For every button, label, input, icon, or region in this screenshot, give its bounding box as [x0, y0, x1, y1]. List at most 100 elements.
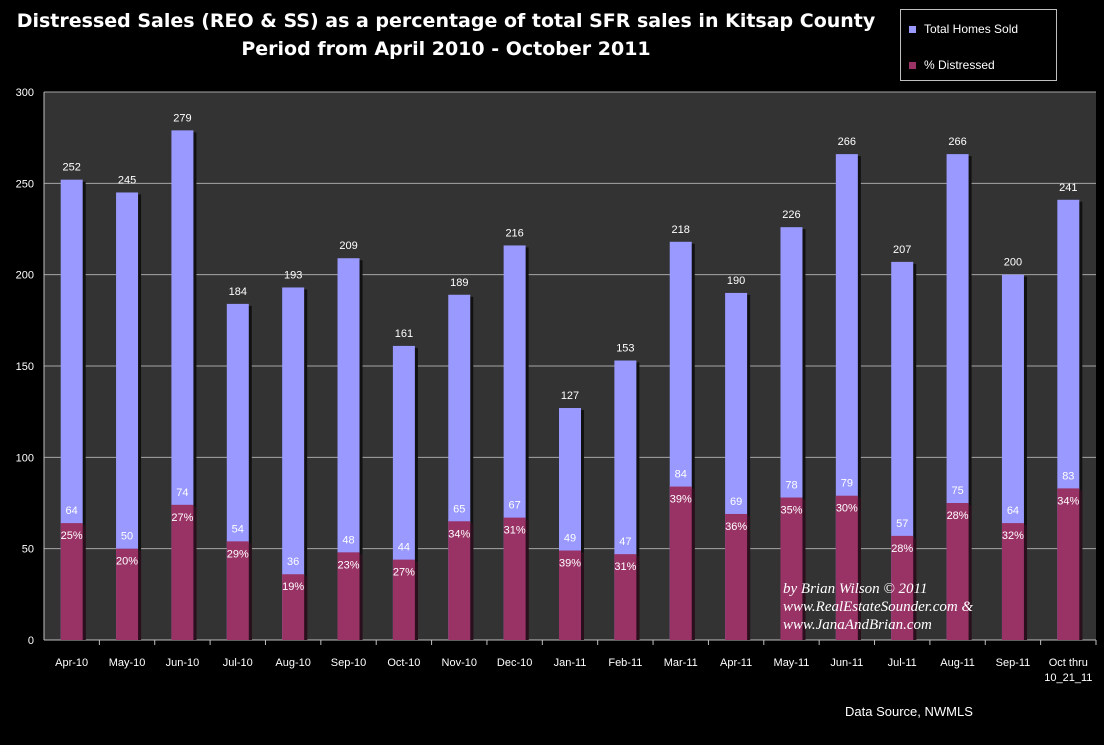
data-label-distressed: 78 [785, 480, 797, 492]
bar-distressed [503, 517, 526, 640]
data-label-total: 200 [1004, 257, 1022, 269]
data-label-total: 266 [838, 136, 856, 148]
x-tick-label: Oct-10 [387, 657, 420, 669]
data-label-percent: 30% [836, 503, 858, 515]
data-label-distressed: 57 [896, 518, 908, 530]
legend-label-total: Total Homes Sold [924, 22, 1019, 36]
data-label-distressed: 49 [564, 532, 576, 544]
bar-total [282, 287, 305, 640]
bar-distressed [171, 504, 194, 640]
bar-distressed [946, 503, 969, 640]
legend-item-distressed: % Distressed [909, 58, 995, 72]
signature-line-3: www.JanaAndBrian.com [783, 617, 932, 633]
bar-distressed [116, 548, 139, 640]
data-label-percent: 29% [227, 548, 249, 560]
data-label-total: 218 [672, 224, 690, 236]
x-tick-label: Aug-10 [275, 657, 310, 669]
y-tick-label: 100 [16, 452, 34, 464]
data-label-distressed: 64 [1007, 505, 1019, 517]
bar-distressed [226, 541, 249, 640]
x-tick-label: Dec-10 [497, 657, 532, 669]
data-label-distressed: 64 [66, 505, 78, 517]
signature: by Brian Wilson © 2011 www.RealEstateSou… [783, 580, 973, 634]
data-label-distressed: 50 [121, 531, 133, 543]
chart-subtitle: Period from April 2010 - October 2011 [241, 38, 651, 60]
data-label-percent: 19% [282, 581, 304, 593]
bars [60, 130, 1083, 641]
data-label-percent: 28% [891, 543, 913, 555]
x-tick-label: Jun-11 [830, 657, 863, 669]
x-tick-label: May-10 [109, 657, 146, 669]
bar-distressed [1001, 523, 1024, 640]
data-label-total: 245 [118, 174, 136, 186]
x-tick-label: Apr-11 [720, 657, 752, 669]
x-tick-label: Mar-11 [664, 657, 698, 669]
data-labels: 252 64 25% 245 50 20% 279 74 27% 184 54 29% 193 36 19%… [61, 112, 1080, 593]
bar-distressed [725, 513, 748, 640]
data-label-total: 241 [1059, 182, 1077, 194]
data-label-percent: 27% [171, 512, 193, 524]
signature-line-2: www.RealEstateSounder.com & [783, 599, 974, 615]
data-label-percent: 31% [614, 561, 636, 573]
data-label-distressed: 79 [841, 478, 853, 490]
bar-distressed [60, 523, 83, 640]
y-tick-label: 0 [28, 635, 34, 647]
data-label-distressed: 54 [232, 523, 244, 535]
data-label-total: 184 [229, 286, 247, 298]
bar-distressed [669, 486, 692, 640]
y-tick-label: 150 [16, 361, 34, 373]
data-label-distressed: 69 [730, 496, 742, 508]
bar-distressed [448, 521, 471, 640]
data-source: Data Source, NWMLS [845, 704, 973, 719]
bar-total [337, 258, 360, 640]
bar-distressed [614, 554, 637, 640]
data-label-total: 226 [782, 209, 800, 221]
data-label-total: 207 [893, 244, 911, 256]
y-axis: 0 50 100 150 200 250 300 [16, 87, 1096, 647]
x-tick-label: Feb-11 [608, 657, 642, 669]
data-label-distressed: 84 [675, 469, 687, 481]
bar-distressed [559, 550, 581, 640]
data-label-percent: 31% [504, 525, 526, 537]
data-label-percent: 28% [947, 510, 969, 522]
data-label-distressed: 44 [398, 542, 410, 554]
bar-distressed [282, 574, 305, 640]
y-tick-label: 250 [16, 178, 34, 190]
x-tick-label: Jan-11 [554, 657, 587, 669]
data-label-total: 190 [727, 275, 745, 287]
data-label-distressed: 74 [176, 487, 188, 499]
legend-swatch-distressed [909, 61, 916, 69]
data-label-total: 153 [616, 343, 634, 355]
x-axis: Apr-10 May-10 Jun-10 Jul-10 Aug-10 Sep-10 Oct-… [55, 640, 1097, 684]
data-label-total: 127 [561, 390, 579, 402]
x-tick-label: Apr-10 [55, 657, 88, 669]
data-label-total: 161 [395, 328, 413, 340]
bar-distressed [337, 552, 360, 640]
bar-distressed [891, 535, 914, 640]
data-label-percent: 20% [116, 556, 138, 568]
legend: Total Homes Sold % Distressed [900, 9, 1057, 81]
data-label-distressed: 48 [342, 534, 354, 546]
data-label-distressed: 65 [453, 503, 465, 515]
legend-item-total: Total Homes Sold [909, 22, 1018, 36]
data-label-total: 266 [948, 136, 966, 148]
data-label-total: 193 [284, 269, 302, 281]
x-tick-label: Jul-10 [223, 657, 253, 669]
y-tick-label: 200 [16, 270, 34, 282]
x-tick-label: Nov-10 [442, 657, 477, 669]
data-label-total: 216 [505, 227, 523, 239]
data-label-distressed: 47 [619, 536, 631, 548]
bar-distressed [392, 559, 415, 640]
x-tick-label: Sep-11 [996, 657, 1031, 669]
data-label-percent: 34% [448, 528, 470, 540]
bar-distressed [780, 497, 803, 640]
data-label-percent: 27% [393, 567, 415, 579]
legend-swatch-total [909, 25, 916, 33]
data-label-total: 279 [173, 112, 191, 124]
data-label-percent: 36% [725, 521, 747, 533]
data-label-total: 209 [339, 240, 357, 252]
x-tick-label: Aug-11 [940, 657, 975, 669]
bar-total [116, 192, 139, 640]
x-tick-label: Jun-10 [166, 657, 200, 669]
